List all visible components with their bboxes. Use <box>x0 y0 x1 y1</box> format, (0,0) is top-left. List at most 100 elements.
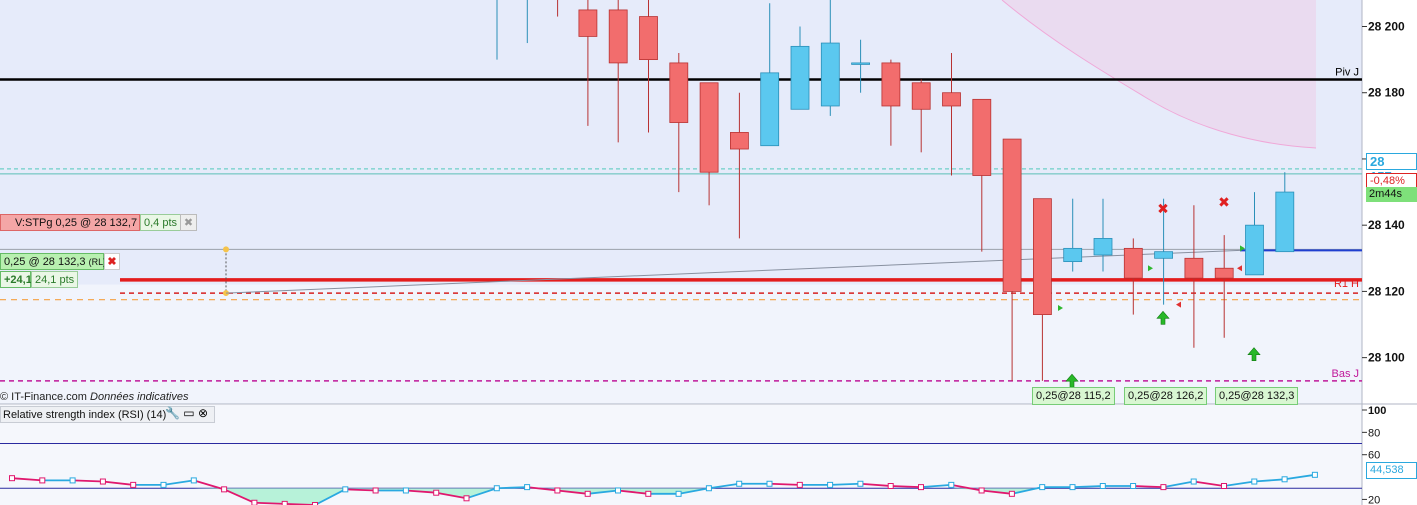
rsi-segment <box>345 488 376 492</box>
cloud-edge <box>1001 0 1317 149</box>
rsi-point <box>857 480 864 487</box>
rsi-segment <box>1072 485 1103 489</box>
rsi-segment <box>102 480 134 486</box>
source-text: © IT-Finance.com <box>0 391 87 403</box>
candle <box>1245 224 1264 276</box>
rsi-segment <box>769 482 800 486</box>
execution-marker <box>1237 265 1242 272</box>
close-position-icon[interactable]: ✖ <box>104 253 120 270</box>
rsi-tick-label: 80 <box>1368 427 1380 439</box>
candle <box>1002 138 1022 292</box>
rsi-segment <box>223 488 255 504</box>
rsi-point <box>766 480 773 487</box>
cancel-order-icon[interactable]: ✖ <box>180 214 197 231</box>
rsi-point <box>1281 476 1288 483</box>
buy-arrow-icon <box>1247 347 1261 362</box>
lower-zone <box>0 284 1362 404</box>
candle <box>1154 251 1173 259</box>
candle <box>1093 238 1113 256</box>
rsi-point <box>736 480 743 487</box>
candle <box>1123 247 1143 279</box>
rsi-point <box>9 475 15 482</box>
trade-label-1: 0,25@28 115,2 <box>1032 387 1115 405</box>
rsi-segment <box>72 479 103 483</box>
rsi-segment <box>678 487 710 495</box>
rsi-point <box>1160 484 1167 491</box>
rsi-point <box>584 490 591 497</box>
rsi-point <box>524 484 531 491</box>
candle <box>820 42 840 107</box>
rsi-point <box>1099 483 1106 489</box>
rsi-segment <box>405 489 437 494</box>
rsi-point <box>918 484 924 491</box>
source-note: Données indicatives <box>90 391 189 403</box>
rsi-point <box>796 481 803 488</box>
rsi-segment <box>163 479 194 486</box>
rsi-tick-label: 20 <box>1368 494 1380 505</box>
candle <box>1063 247 1083 263</box>
rsi-segment <box>1223 480 1255 487</box>
rsi-segment <box>11 477 43 482</box>
window-icon[interactable]: ▭ <box>183 406 195 420</box>
rsi-point <box>190 477 197 484</box>
bas-label: Bas J <box>1331 368 1359 380</box>
rsi-point <box>1251 478 1258 485</box>
rsi-segment <box>1011 486 1043 495</box>
timer-badge: 2m44s <box>1366 187 1417 202</box>
current-price-badge: 28 157, <box>1366 153 1417 184</box>
trade-label-2: 0,25@28 126,2 <box>1124 387 1208 405</box>
pnl-points: 24,1 pts <box>31 271 79 288</box>
rsi-point <box>1311 471 1318 478</box>
rsi-point <box>887 483 894 489</box>
execution-marker <box>1176 301 1181 308</box>
rsi-segment <box>466 487 498 500</box>
order-point <box>223 246 229 253</box>
rsi-point <box>221 486 228 493</box>
rsi-segment <box>920 483 952 489</box>
rsi-segment <box>557 489 588 495</box>
rsi-point <box>1008 490 1015 497</box>
rsi-segment <box>496 486 528 490</box>
pending-order-points: 0,4 pts <box>140 214 182 231</box>
rsi-point <box>130 481 137 488</box>
rsi-point <box>99 478 106 485</box>
candle <box>760 72 780 147</box>
rsi-point <box>1069 484 1076 491</box>
buy-arrow-icon <box>1156 310 1170 325</box>
y-tick-label: 28 140 <box>1368 218 1405 232</box>
rsi-tick-label: 60 <box>1368 450 1380 462</box>
close-icon[interactable]: ⊗ <box>197 406 209 420</box>
rsi-point <box>402 487 409 494</box>
rsi-point <box>1190 478 1197 485</box>
rsi-tick-label: 100 <box>1368 405 1386 417</box>
pending-order-label[interactable]: V:STPg 0,25 @ 28 132,7 <box>0 214 140 231</box>
rsi-point <box>160 481 167 488</box>
source-credit: © IT-Finance.com Données indicatives <box>0 391 188 403</box>
y-tick-label: 28 120 <box>1368 284 1405 298</box>
position-label[interactable]: 0,25 @ 28 132,3 (RL) <box>0 253 107 270</box>
trade-label-3: 0,25@28 132,3 <box>1215 387 1299 405</box>
r1-label: R1 H <box>1334 278 1359 290</box>
rsi-point <box>1039 484 1046 491</box>
rsi-segment <box>981 489 1012 495</box>
rsi-segment <box>860 482 891 487</box>
candle <box>911 82 931 110</box>
position-value: 0,25 @ 28 132,3 <box>4 256 86 268</box>
rsi-segment <box>951 483 982 492</box>
execution-marker <box>1240 245 1245 252</box>
rsi-point <box>978 487 985 494</box>
position-suffix: (RL) <box>88 257 107 267</box>
candle <box>578 9 598 37</box>
rsi-panel-controls: 🔧 ▭ ⊗ <box>165 406 208 420</box>
rsi-segment <box>890 485 922 489</box>
rsi-segment <box>1284 473 1316 481</box>
candle <box>1275 191 1295 253</box>
candle <box>790 45 810 110</box>
rsi-point <box>675 490 682 497</box>
rsi-segment <box>254 501 285 505</box>
candle <box>1184 257 1204 279</box>
wrench-icon[interactable]: 🔧 <box>165 406 180 420</box>
candle <box>1033 198 1052 315</box>
candle <box>669 62 689 123</box>
